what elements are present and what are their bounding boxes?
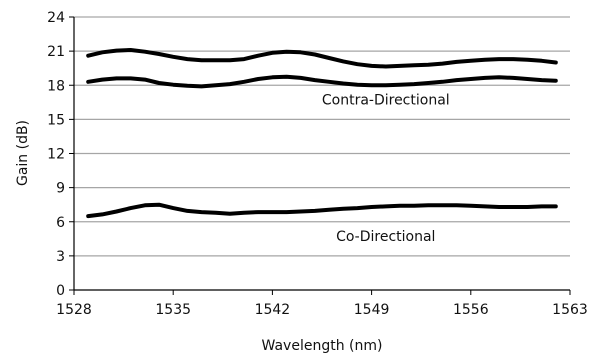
- y-tick-label: 18: [47, 78, 65, 94]
- tick-labels: 0 3 6 9 12 15 18 21 24 1528 1535 1542 1549 1556 1563: [47, 10, 588, 318]
- x-tick-label: 1542: [255, 302, 291, 318]
- series-line-1: [86, 48, 558, 69]
- gridlines: [74, 16, 570, 257]
- x-tick-label: 1556: [453, 302, 489, 318]
- x-axis-title: Wavelength (nm): [262, 338, 383, 354]
- x-tick-label: 1528: [56, 302, 92, 318]
- y-tick-label: 3: [56, 249, 65, 265]
- annotation-contra-directional: Contra-Directional: [322, 93, 450, 109]
- y-tick-label: 9: [56, 181, 65, 197]
- x-tick-label: 1563: [552, 302, 588, 318]
- annotation-co-directional: Co-Directional: [336, 229, 435, 245]
- x-tick-label: 1535: [155, 302, 191, 318]
- y-tick-label: 12: [47, 147, 65, 163]
- y-tick-label: 21: [47, 44, 65, 60]
- series-lines: [86, 48, 558, 219]
- axes: [69, 16, 571, 295]
- y-tick-label: 24: [47, 10, 65, 26]
- series-line-3: [86, 202, 558, 219]
- y-tick-label: 6: [56, 215, 65, 231]
- y-tick-label: 0: [56, 283, 65, 299]
- x-tick-label: 1549: [354, 302, 390, 318]
- y-axis-title: Gain (dB): [15, 120, 31, 186]
- series-line-2: [86, 74, 558, 89]
- y-tick-label: 15: [47, 112, 65, 128]
